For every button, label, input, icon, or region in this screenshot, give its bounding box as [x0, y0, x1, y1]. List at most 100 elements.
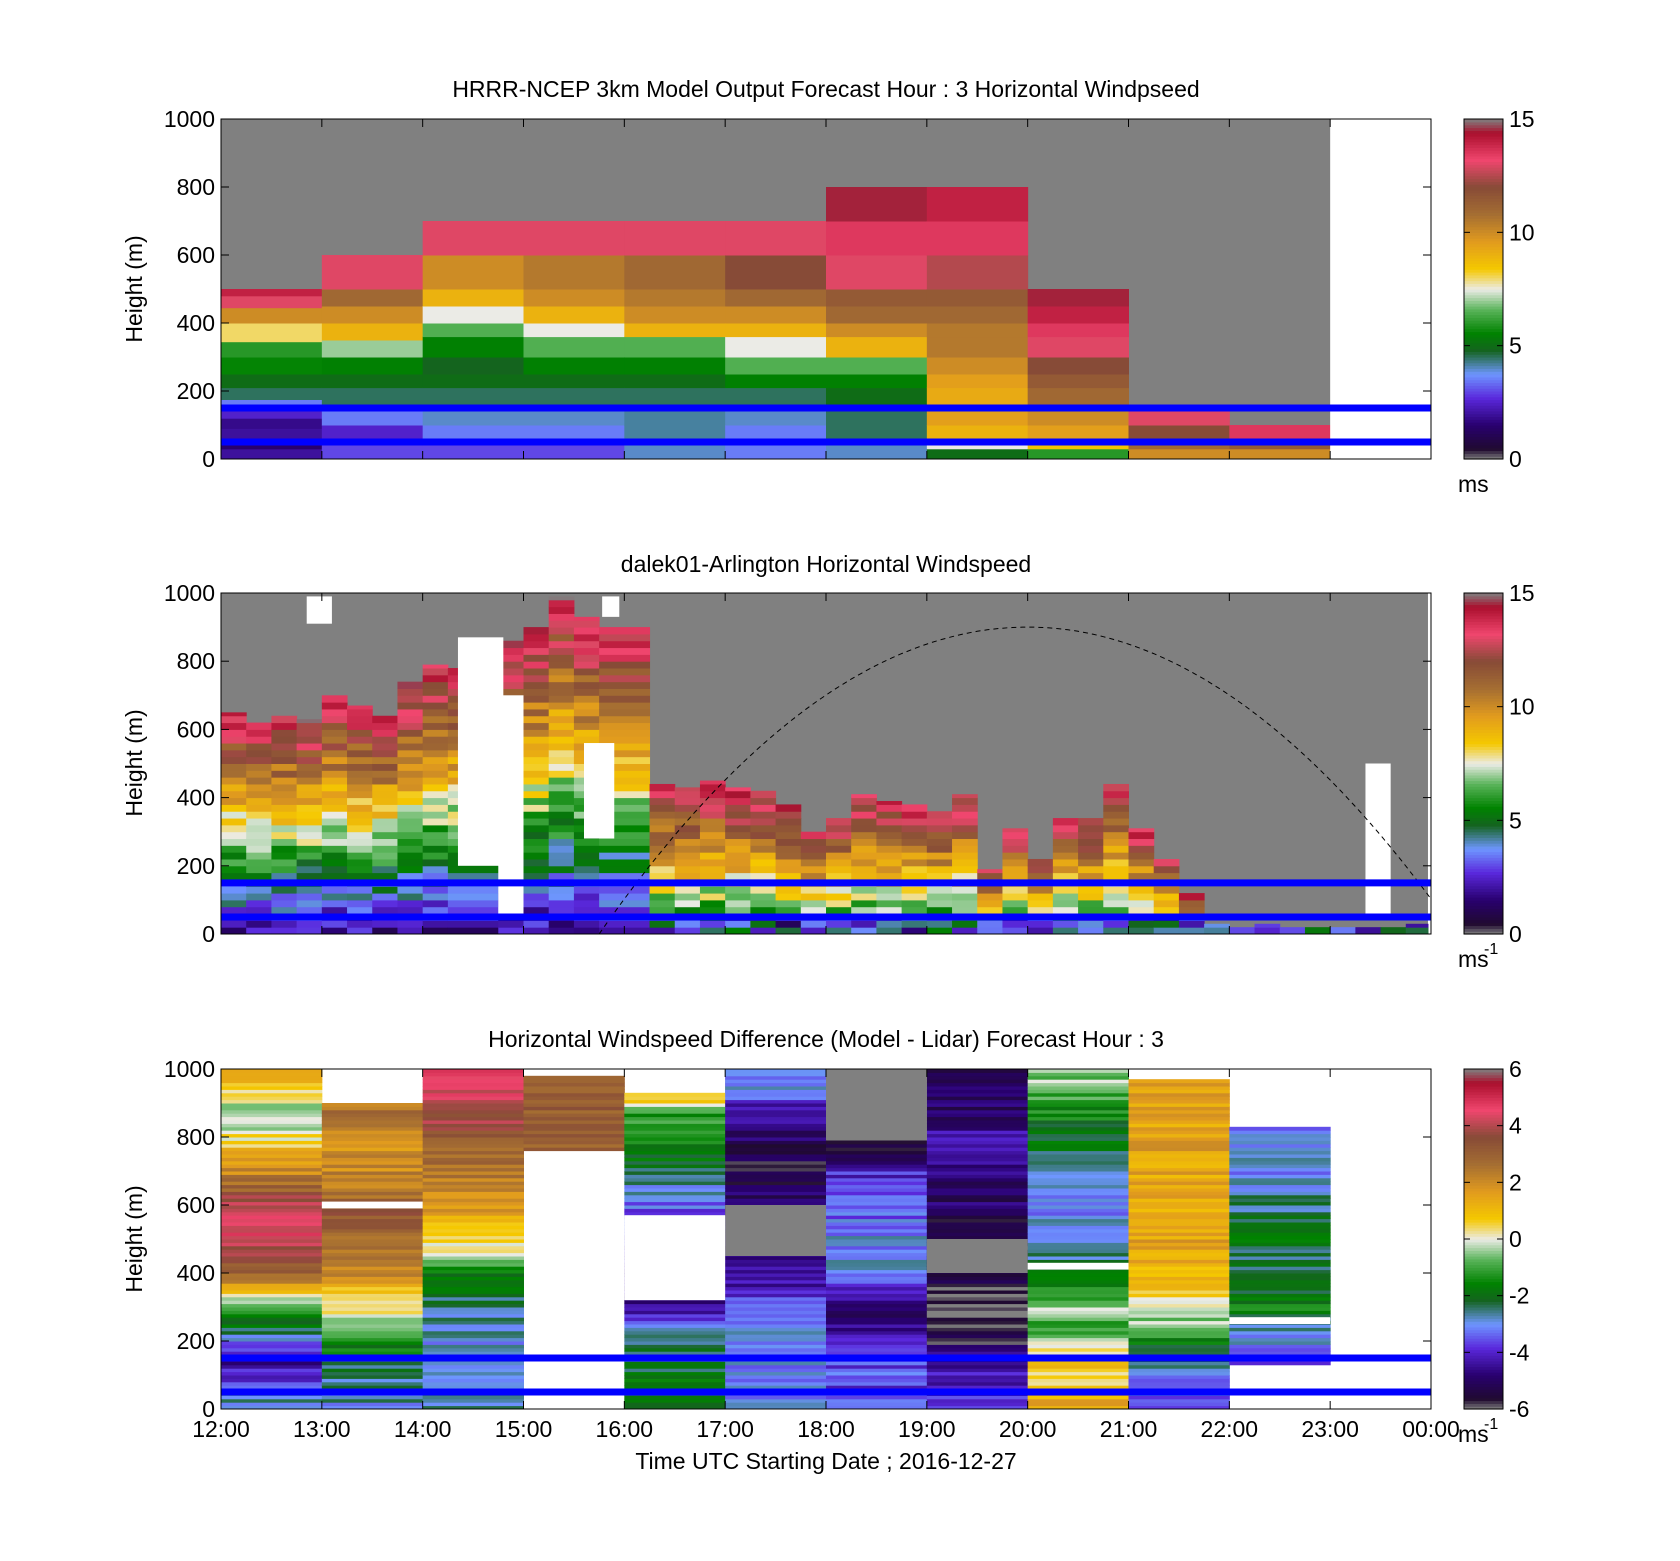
- lidar-cell: [901, 886, 928, 894]
- lidar-cell: [926, 858, 953, 867]
- difference-cell: [1229, 1126, 1331, 1131]
- model-cell: [422, 374, 524, 389]
- difference-cell: [321, 1150, 424, 1155]
- difference-cell: [1128, 1211, 1230, 1216]
- missing-patch: [1229, 1317, 1331, 1324]
- lidar-cell: [372, 872, 398, 880]
- difference-cell: [1128, 1154, 1230, 1158]
- lidar-cell: [246, 797, 272, 805]
- model-cell: [422, 387, 524, 409]
- colorbar-segment: [1464, 175, 1503, 180]
- difference-cell: [422, 1109, 524, 1114]
- lidar-cell: [296, 804, 323, 812]
- difference-cell: [221, 1269, 323, 1274]
- lidar-cell: [221, 804, 247, 812]
- lidar-cell: [952, 838, 978, 846]
- model-cell: [725, 323, 827, 338]
- lidar-cell: [498, 674, 524, 683]
- difference-cell: [422, 1262, 524, 1267]
- difference-cell: [321, 1167, 424, 1172]
- lidar-cell: [699, 886, 726, 894]
- difference-cell: [1229, 1164, 1331, 1169]
- difference-cell: [1027, 1283, 1129, 1288]
- difference-cell: [221, 1069, 323, 1073]
- lidar-cell: [296, 818, 323, 826]
- lidar-cell: [977, 893, 1003, 901]
- colorbar-segment: [1464, 1287, 1503, 1291]
- difference-cell: [422, 1341, 524, 1345]
- lidar-cell: [271, 770, 298, 778]
- difference-cell: [1027, 1079, 1129, 1084]
- difference-cell: [1229, 1198, 1331, 1203]
- lidar-cell: [952, 927, 978, 934]
- lidar-cell: [422, 927, 449, 934]
- difference-cell: [926, 1364, 1029, 1369]
- lidar-cell: [1052, 893, 1079, 901]
- lidar-cell: [221, 927, 247, 934]
- difference-cell: [725, 1303, 827, 1308]
- xtick-label: 20:00: [999, 1416, 1057, 1442]
- difference-cell: [221, 1211, 323, 1216]
- difference-cell: [1027, 1103, 1129, 1107]
- difference-cell: [826, 1228, 928, 1233]
- difference-cell: [725, 1120, 827, 1124]
- difference-cell: [926, 1154, 1029, 1158]
- lidar-cell: [1002, 906, 1029, 915]
- lidar-cell: [548, 804, 575, 812]
- difference-cell: [321, 1222, 424, 1226]
- difference-cell: [926, 1341, 1029, 1345]
- colorbar-segment: [1464, 652, 1503, 657]
- model-cell: [826, 387, 928, 409]
- model-cell: [221, 428, 323, 440]
- difference-cell: [1027, 1303, 1129, 1308]
- difference-cell: [725, 1337, 827, 1342]
- lidar-cell: [548, 852, 575, 860]
- lidar-cell: [952, 865, 978, 874]
- difference-cell: [321, 1371, 424, 1376]
- difference-cell: [826, 1225, 928, 1230]
- lidar-cell: [397, 872, 424, 880]
- difference-cell: [1128, 1296, 1230, 1301]
- difference-cell: [624, 1123, 726, 1128]
- difference-cell: [725, 1123, 827, 1128]
- difference-cell: [826, 1188, 928, 1192]
- difference-cell: [1128, 1194, 1230, 1199]
- lidar-cell: [271, 722, 298, 730]
- lidar-cell: [523, 845, 550, 853]
- lidar-cell: [1052, 886, 1079, 894]
- colorbar-segment: [1464, 1261, 1503, 1266]
- model-cell: [725, 255, 827, 290]
- difference-cell: [1128, 1137, 1230, 1141]
- model-cell: [523, 408, 625, 426]
- difference-cell: [422, 1317, 524, 1322]
- difference-cell: [1229, 1252, 1331, 1257]
- xtick-label: 15:00: [495, 1416, 553, 1442]
- lidar-cell: [725, 797, 751, 805]
- difference-cell: [1128, 1256, 1230, 1260]
- colorbar-unit: ms: [1458, 471, 1489, 497]
- lidar-cell: [952, 872, 978, 880]
- lidar-cell: [1103, 824, 1129, 833]
- difference-cell: [1128, 1249, 1230, 1254]
- colorbar-segment: [1464, 436, 1503, 440]
- colorbar-segment: [1464, 698, 1503, 702]
- difference-cell: [221, 1341, 323, 1345]
- lidar-cell: [296, 749, 323, 758]
- colorbar-segment: [1464, 1295, 1503, 1300]
- lidar-cell: [246, 777, 272, 785]
- lidar-cell: [347, 763, 373, 771]
- difference-cell: [624, 1313, 726, 1318]
- lidar-cell: [372, 722, 398, 730]
- difference-cell: [221, 1194, 323, 1199]
- missing-patch: [624, 1215, 726, 1301]
- difference-cell: [1027, 1116, 1129, 1121]
- lidar-cell: [347, 872, 373, 880]
- difference-cell: [422, 1279, 524, 1284]
- lidar-cell: [523, 763, 550, 771]
- lidar-cell: [397, 743, 424, 751]
- ytick-label: 600: [177, 242, 215, 268]
- lidar-cell: [372, 756, 398, 764]
- lidar-cell: [599, 708, 651, 717]
- difference-cell: [422, 1191, 524, 1196]
- difference-cell: [321, 1120, 424, 1124]
